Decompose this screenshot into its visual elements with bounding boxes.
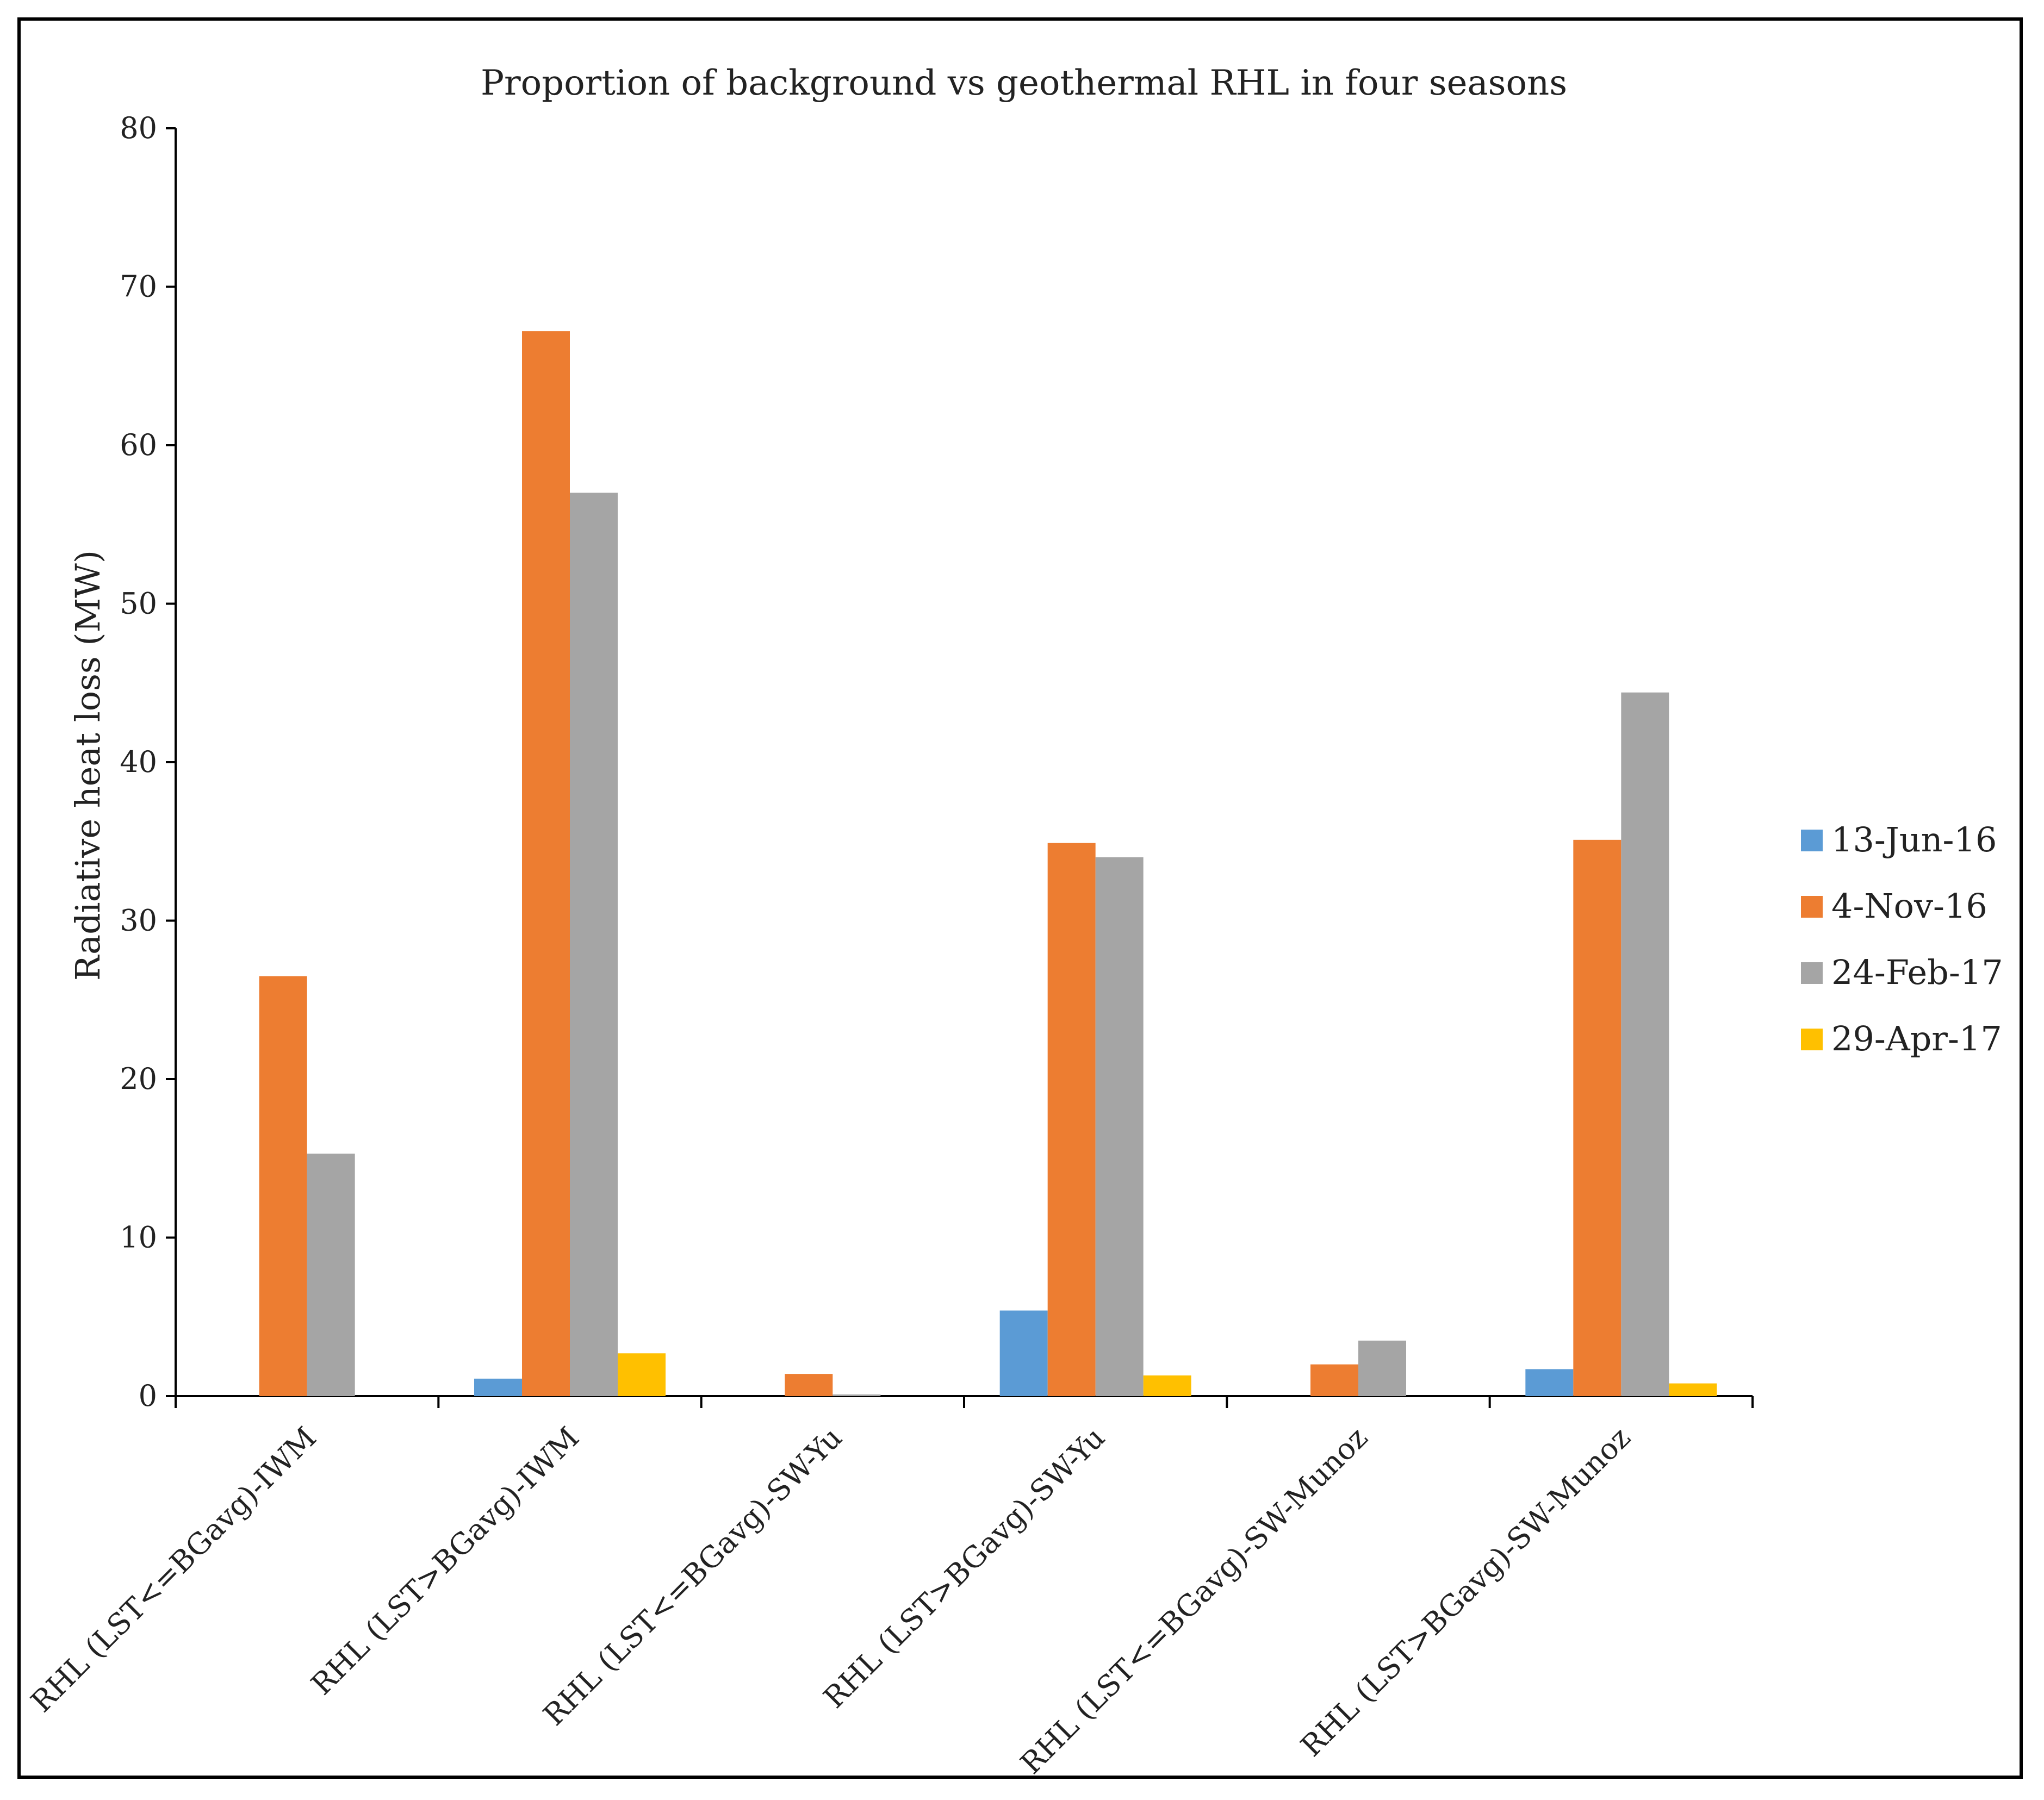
legend-swatch xyxy=(1801,896,1823,918)
legend-label: 13-Jun-16 xyxy=(1831,820,1997,859)
y-tick-label: 0 xyxy=(139,1379,157,1413)
y-tick-label: 30 xyxy=(120,904,157,938)
bar-4-nov-16-4 xyxy=(1310,1364,1358,1396)
bar-13-jun-16-3 xyxy=(999,1310,1048,1396)
bar-4-nov-16-1 xyxy=(522,331,570,1396)
bar-4-nov-16-0 xyxy=(259,976,307,1396)
legend-swatch xyxy=(1801,1029,1823,1050)
chart-frame: Proportion of background vs geothermal R… xyxy=(17,17,2023,1781)
bar-24-feb-17-1 xyxy=(570,493,618,1397)
bars xyxy=(259,331,1717,1397)
y-axis-label: Radiative heat loss (MW) xyxy=(68,550,108,981)
y-tick-label: 80 xyxy=(120,111,157,145)
y-tick-label: 10 xyxy=(120,1220,157,1255)
legend-label: 24-Feb-17 xyxy=(1831,952,2003,992)
category-label: RHL (LST<=BGavg)-IWM xyxy=(24,1421,323,1719)
legend: 13-Jun-16 4-Nov-16 24-Feb-17 29-Apr-17 xyxy=(1801,820,2003,1058)
y-axis: 0 10 20 30 40 50 60 70 80 xyxy=(120,111,177,1413)
bar-24-feb-17-3 xyxy=(1095,857,1144,1396)
bar-13-jun-16-1 xyxy=(474,1378,522,1396)
bar-24-feb-17-5 xyxy=(1621,692,1669,1396)
bar-24-feb-17-4 xyxy=(1358,1340,1406,1396)
y-tick-label: 40 xyxy=(120,745,157,779)
bar-29-apr-17-1 xyxy=(618,1353,666,1396)
bar-24-feb-17-2 xyxy=(832,1394,881,1396)
legend-swatch xyxy=(1801,830,1823,851)
chart-svg: Proportion of background vs geothermal R… xyxy=(24,63,2003,1781)
bar-29-apr-17-3 xyxy=(1143,1375,1191,1396)
y-tick-label: 60 xyxy=(120,428,157,462)
bar-13-jun-16-5 xyxy=(1525,1369,1574,1396)
y-tick-label: 20 xyxy=(120,1062,157,1096)
bar-29-apr-17-5 xyxy=(1669,1383,1717,1396)
bar-24-feb-17-0 xyxy=(307,1154,355,1396)
bar-4-nov-16-5 xyxy=(1573,839,1621,1396)
y-tick-label: 50 xyxy=(120,587,157,621)
bar-4-nov-16-2 xyxy=(785,1374,833,1396)
x-axis xyxy=(175,1395,1754,1408)
legend-label: 29-Apr-17 xyxy=(1831,1019,2002,1058)
legend-swatch xyxy=(1801,962,1823,984)
category-label: RHL (LST>BGavg)-IWM xyxy=(305,1421,586,1702)
legend-label: 4-Nov-16 xyxy=(1831,886,1987,926)
bar-4-nov-16-3 xyxy=(1047,843,1096,1396)
category-label: RHL (LST>BGavg)-SW-Yu xyxy=(817,1421,1111,1715)
chart-title: Proportion of background vs geothermal R… xyxy=(481,63,1567,103)
y-tick-label: 70 xyxy=(120,270,157,304)
category-label: RHL (LST<=BGavg)-SW-Yu xyxy=(537,1421,849,1733)
